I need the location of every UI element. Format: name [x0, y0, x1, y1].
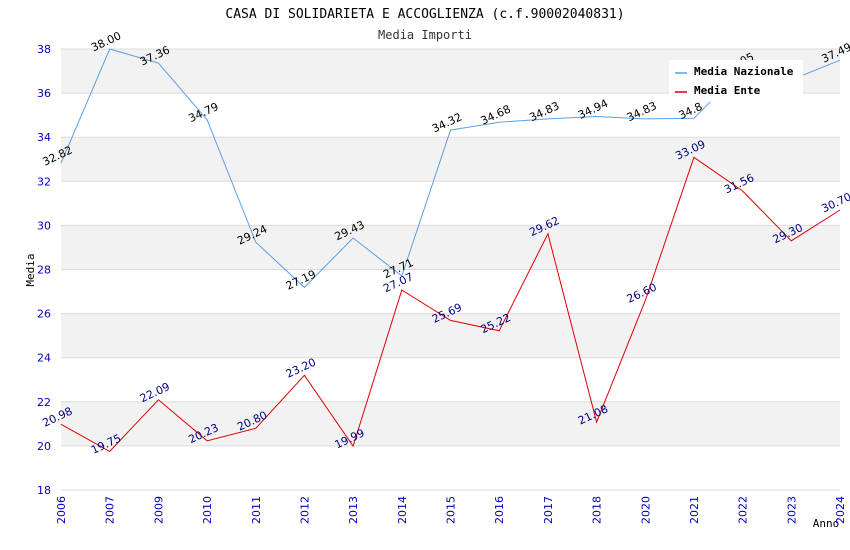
legend-label-media-ente: Media Ente — [694, 84, 761, 97]
grid-band — [61, 401, 840, 446]
x-tick-label: 2017 — [542, 496, 555, 524]
y-tick-label: 28 — [37, 264, 51, 277]
x-tick-label: 2010 — [201, 496, 214, 524]
data-label: 34.83 — [625, 99, 659, 124]
x-tick-label: 2012 — [298, 496, 311, 524]
x-axis-label: Anno — [813, 517, 840, 530]
data-label: 34.32 — [430, 110, 464, 135]
y-tick-label: 18 — [37, 484, 51, 497]
grid-band — [61, 313, 840, 358]
x-tick-label: 2007 — [104, 496, 117, 524]
data-label: 27.19 — [284, 268, 318, 293]
x-tick-label: 2020 — [639, 496, 652, 524]
y-tick-label: 36 — [37, 87, 51, 100]
x-tick-label: 2022 — [737, 496, 750, 524]
data-label: 34.83 — [527, 99, 561, 124]
x-tick-label: 2006 — [55, 496, 68, 524]
y-tick-label: 38 — [37, 43, 51, 56]
y-tick-label: 24 — [37, 352, 51, 365]
data-label: 34.68 — [479, 102, 513, 127]
y-tick-label: 34 — [37, 131, 51, 144]
y-tick-label: 30 — [37, 219, 51, 232]
legend-label-media-nazionale: Media Nazionale — [694, 65, 794, 78]
legend: Media Nazionale Media Ente — [669, 60, 803, 102]
data-label: 23.20 — [284, 356, 318, 381]
y-axis-label: Media — [24, 253, 37, 286]
y-axis-ticks: 18 20 22 24 26 28 30 32 34 36 38 — [37, 43, 51, 497]
y-tick-label: 26 — [37, 308, 51, 321]
series-line-media-ente — [60, 156, 841, 453]
legend-box — [669, 60, 803, 102]
x-tick-label: 2013 — [347, 496, 360, 524]
y-tick-label: 32 — [37, 175, 51, 188]
x-tick-label: 2021 — [688, 496, 701, 524]
grid-band — [61, 225, 840, 270]
x-tick-label: 2014 — [396, 496, 409, 524]
x-tick-label: 2016 — [493, 496, 506, 524]
data-label: 34.94 — [576, 97, 610, 122]
grid-band — [61, 137, 840, 182]
x-axis-ticks: 2006 2007 2009 2010 2011 2012 2013 2014 2015 2016… — [55, 496, 847, 524]
x-tick-label: 2024 — [834, 496, 847, 524]
x-tick-label: 2023 — [785, 496, 798, 524]
series-line-media-nazionale — [60, 48, 841, 289]
data-label: 26.60 — [625, 281, 659, 306]
x-tick-label: 2015 — [445, 496, 458, 524]
grid-lines — [61, 48, 840, 491]
data-label: 30.70 — [819, 190, 850, 215]
x-tick-label: 2011 — [250, 496, 263, 524]
x-tick-label: 2018 — [591, 496, 604, 524]
chart-title: CASA DI SOLIDARIETA E ACCOGLIENZA (c.f.9… — [225, 7, 624, 22]
y-tick-label: 20 — [37, 440, 51, 453]
y-tick-label: 22 — [37, 396, 51, 409]
x-tick-label: 2009 — [152, 496, 165, 524]
data-label: 34.8 — [677, 100, 705, 122]
series-lines — [60, 48, 841, 453]
chart-subtitle: Media Importi — [378, 28, 472, 42]
grid-bands — [61, 49, 840, 446]
data-label: 34.79 — [187, 100, 221, 125]
